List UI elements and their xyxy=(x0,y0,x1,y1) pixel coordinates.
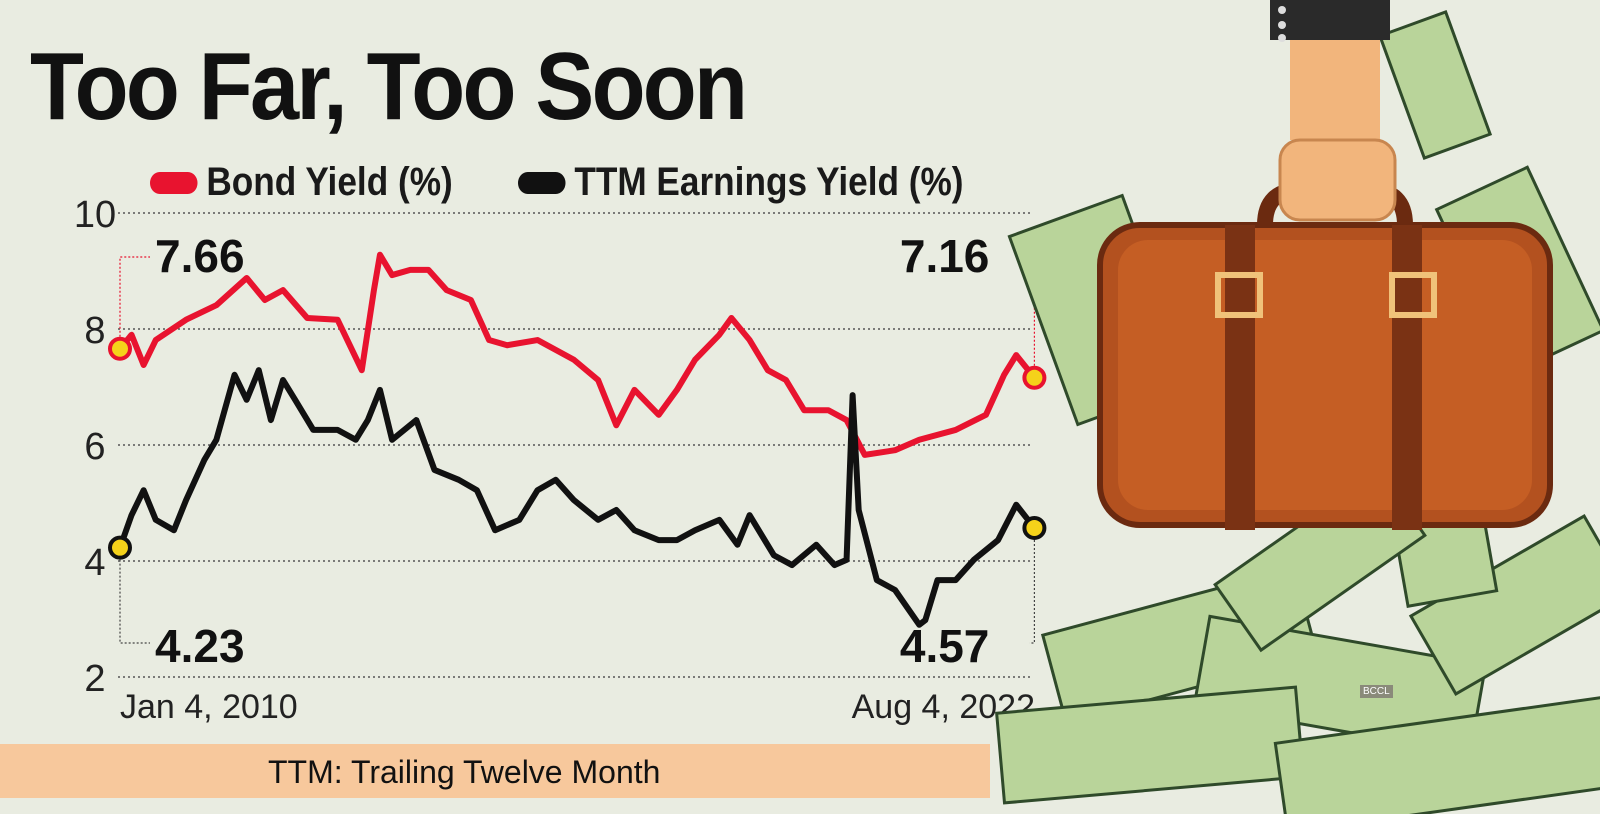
footnote: TTM: Trailing Twelve Month xyxy=(268,754,661,790)
legend-swatch-black xyxy=(518,171,566,194)
data-label: 7.66 xyxy=(155,230,245,282)
data-label: 7.16 xyxy=(900,230,990,282)
chart-title: Too Far, Too Soon xyxy=(30,33,748,140)
y-tick-label: 6 xyxy=(84,426,105,468)
endpoint-marker xyxy=(1022,515,1047,540)
y-tick-label: 4 xyxy=(84,542,105,584)
hand-icon xyxy=(1270,0,1397,222)
series-line-earnings-yield xyxy=(117,367,1037,628)
y-tick-label: 8 xyxy=(84,310,105,352)
endpoint-marker xyxy=(1022,365,1047,390)
legend-label: TTM Earnings Yield (%) xyxy=(574,160,964,204)
data-label: 4.23 xyxy=(155,620,245,672)
endpoint-marker xyxy=(108,535,132,560)
briefcase-icon xyxy=(1097,182,1553,530)
watermark: BCCL xyxy=(1360,685,1393,698)
y-tick-label: 2 xyxy=(84,658,105,700)
legend-item-bond-yield: Bond Yield (%) xyxy=(150,160,453,205)
legend-item-earnings-yield: TTM Earnings Yield (%) xyxy=(518,160,964,205)
x-tick-label: Jan 4, 2010 xyxy=(120,688,298,726)
footer-band xyxy=(0,744,990,798)
y-tick-label: 10 xyxy=(74,194,116,236)
endpoint-marker xyxy=(108,336,132,361)
data-label: 4.57 xyxy=(900,620,990,672)
legend-label: Bond Yield (%) xyxy=(206,160,453,204)
legend-swatch-red xyxy=(150,171,198,194)
